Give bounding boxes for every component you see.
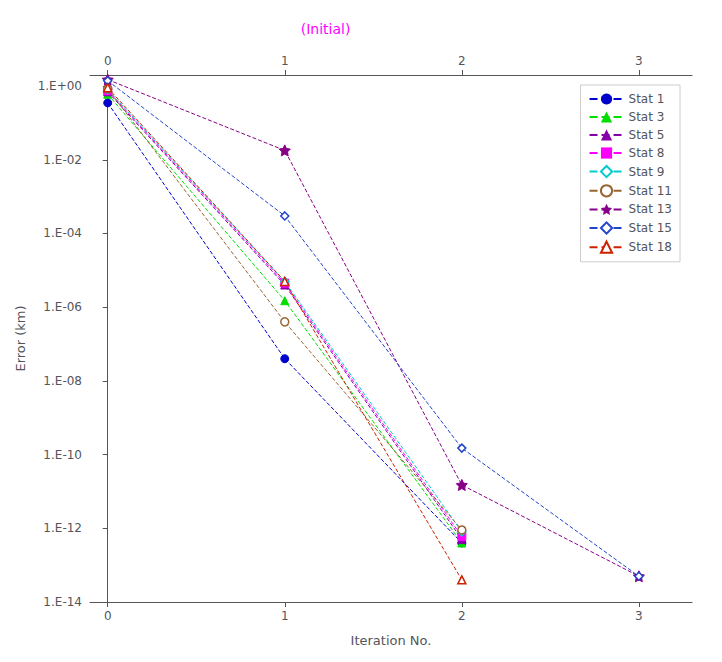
svg-text:2: 2 bbox=[458, 54, 466, 68]
svg-text:1.E-12: 1.E-12 bbox=[43, 521, 82, 535]
svg-text:(Initial): (Initial) bbox=[301, 21, 351, 37]
svg-text:1.E-06: 1.E-06 bbox=[43, 300, 82, 314]
svg-text:1.E+00: 1.E+00 bbox=[38, 79, 82, 93]
svg-text:Error (km): Error (km) bbox=[13, 305, 28, 371]
svg-text:Stat 9: Stat 9 bbox=[629, 165, 665, 179]
svg-text:Stat 15: Stat 15 bbox=[629, 221, 672, 235]
svg-text:1.E-08: 1.E-08 bbox=[43, 374, 82, 388]
svg-text:Stat 5: Stat 5 bbox=[629, 128, 665, 142]
svg-text:1.E-02: 1.E-02 bbox=[43, 153, 82, 167]
svg-text:0: 0 bbox=[104, 54, 112, 68]
svg-text:1: 1 bbox=[281, 54, 289, 68]
svg-text:3: 3 bbox=[635, 609, 643, 623]
svg-text:1.E-10: 1.E-10 bbox=[43, 448, 82, 462]
svg-text:Stat 1: Stat 1 bbox=[629, 92, 665, 106]
svg-text:Stat 11: Stat 11 bbox=[629, 184, 672, 198]
svg-text:Stat 13: Stat 13 bbox=[629, 202, 672, 216]
svg-text:3: 3 bbox=[635, 54, 643, 68]
svg-text:0: 0 bbox=[104, 609, 112, 623]
svg-text:1.E-04: 1.E-04 bbox=[43, 226, 82, 240]
svg-text:2: 2 bbox=[458, 609, 466, 623]
svg-text:Stat 18: Stat 18 bbox=[629, 240, 672, 254]
svg-text:Iteration No.: Iteration No. bbox=[351, 633, 432, 648]
svg-text:Stat 3: Stat 3 bbox=[629, 110, 665, 124]
svg-text:1.E-14: 1.E-14 bbox=[43, 595, 82, 609]
svg-text:1: 1 bbox=[281, 609, 289, 623]
svg-text:Stat 8: Stat 8 bbox=[629, 146, 665, 160]
